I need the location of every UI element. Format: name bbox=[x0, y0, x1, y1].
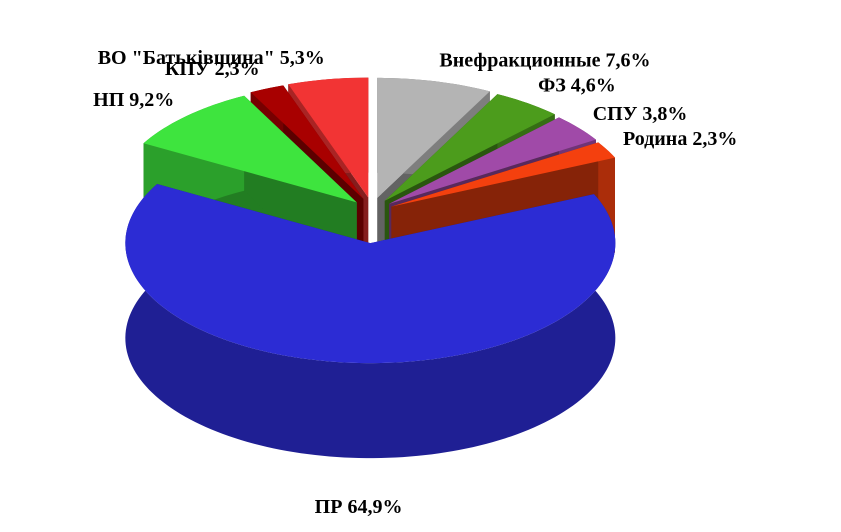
value-label: 7,6% bbox=[605, 49, 650, 71]
slice-top bbox=[389, 117, 596, 204]
slice-top bbox=[143, 95, 357, 203]
slice-label: ФЗ 4,6% bbox=[538, 74, 616, 96]
category-name: Внефракционные bbox=[439, 49, 600, 71]
slice-label: НП 9,2% bbox=[93, 89, 174, 111]
slice-label: Родина 2,3% bbox=[623, 128, 737, 150]
slice-top bbox=[391, 142, 615, 207]
category-name: НП bbox=[93, 89, 125, 111]
category-name: ФЗ bbox=[538, 74, 566, 96]
category-name: ПР bbox=[315, 496, 343, 518]
value-label: 64,9% bbox=[347, 496, 402, 518]
slice-label: ПР 64,9% bbox=[315, 496, 403, 518]
slice-top bbox=[250, 85, 364, 199]
value-label: 9,2% bbox=[129, 89, 174, 111]
value-label: 5,3% bbox=[280, 47, 325, 69]
category-name: СПУ bbox=[593, 103, 638, 125]
category-name: КПУ bbox=[165, 57, 210, 79]
slice-label: КПУ 2,3% bbox=[165, 57, 260, 79]
slice-side bbox=[125, 184, 616, 459]
slice-label: ВО "Батьківщина" 5,3% bbox=[98, 47, 325, 69]
category-name: ВО "Батьківщина" bbox=[98, 47, 275, 69]
slice-top bbox=[125, 184, 616, 364]
slice-top bbox=[377, 77, 490, 198]
value-label: 2,3% bbox=[215, 57, 260, 79]
slice-label: СПУ 3,8% bbox=[593, 103, 688, 125]
slice-top bbox=[384, 94, 555, 201]
value-label: 4,6% bbox=[571, 74, 616, 96]
category-name: Родина bbox=[623, 128, 687, 150]
value-label: 2,3% bbox=[692, 128, 737, 150]
slice-top bbox=[288, 77, 369, 198]
pie-slice bbox=[125, 184, 616, 459]
value-label: 3,8% bbox=[642, 103, 687, 125]
slice-label: Внефракционные 7,6% bbox=[439, 49, 650, 71]
